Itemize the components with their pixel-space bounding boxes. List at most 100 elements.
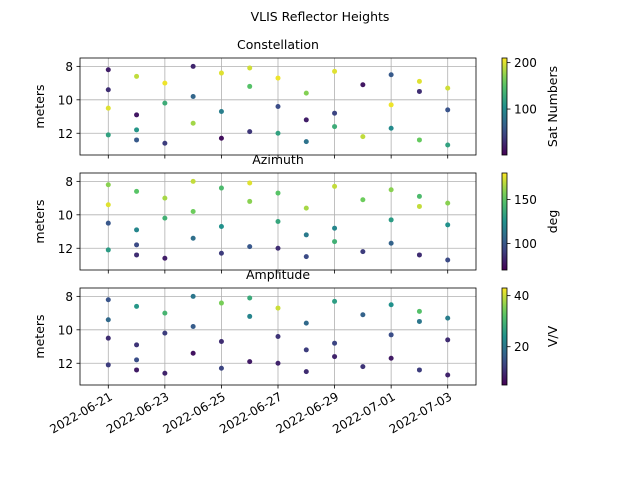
scatter-point	[105, 132, 111, 138]
colorbar-label: Sat Numbers	[545, 66, 560, 147]
scatter-point	[445, 85, 451, 91]
scatter-point	[360, 134, 366, 140]
scatter-point	[105, 105, 111, 111]
scatter-point	[247, 359, 253, 365]
scatter-point	[190, 293, 196, 299]
y-tick-label: 8	[65, 175, 73, 189]
scatter-point	[134, 112, 140, 118]
scatter-point	[332, 68, 338, 74]
scatter-point	[416, 78, 422, 84]
colorbar-frame	[501, 287, 508, 386]
scatter-point	[445, 222, 451, 228]
scatter-point	[303, 232, 309, 238]
shared-x-axis: 2022-06-212022-06-232022-06-252022-06-27…	[47, 389, 454, 436]
subplot-panels: 8 10 12 Constellation meters 100 200 Sat Number…	[32, 37, 560, 389]
scatter-point	[190, 350, 196, 356]
scatter-point	[190, 93, 196, 99]
scatter-point	[247, 295, 253, 301]
scatter-point	[445, 142, 451, 148]
subplot-1: 8 10 12 Constellation meters 100 200 Sat Number…	[32, 37, 560, 159]
scatter-point	[162, 215, 168, 221]
colorbar-frame	[501, 172, 508, 271]
scatter-point	[105, 317, 111, 323]
scatter-point	[303, 90, 309, 96]
scatter-point	[275, 190, 281, 196]
scatter-point	[275, 245, 281, 251]
grid-lines	[80, 288, 476, 385]
scatter-point	[134, 227, 140, 233]
scatter-point	[218, 135, 224, 141]
scatter-point	[134, 367, 140, 373]
scatter-point	[134, 252, 140, 258]
scatter-point	[218, 70, 224, 76]
scatter-point	[162, 255, 168, 261]
scatter-point	[105, 297, 111, 303]
subplot-2: 8 10 12 Azimuth meters 100 150 deg	[32, 152, 560, 274]
y-tick-label: 8	[65, 290, 73, 304]
colorbar-tick-label: 100	[514, 103, 537, 117]
scatter-point	[247, 244, 253, 250]
scatter-point	[388, 355, 394, 361]
scatter-point	[162, 195, 168, 201]
scatter-point	[332, 124, 338, 130]
scatter-point	[388, 332, 394, 338]
scatter-point	[247, 180, 253, 186]
scatter-point	[162, 100, 168, 106]
scatter-point	[445, 257, 451, 263]
y-tick-label: 10	[58, 208, 73, 222]
scatter-point	[247, 65, 253, 71]
scatter-points	[105, 178, 451, 263]
scatter-point	[303, 254, 309, 260]
scatter-point	[388, 217, 394, 223]
scatter-point	[162, 140, 168, 146]
colorbar-tick-label: 150	[514, 193, 537, 207]
scatter-point	[388, 72, 394, 78]
scatter-point	[445, 372, 451, 378]
scatter-point	[105, 202, 111, 208]
scatter-point	[105, 87, 111, 93]
subplot-title: Amplitude	[246, 267, 310, 282]
colorbar-gradient	[502, 58, 507, 155]
scatter-point	[190, 120, 196, 126]
scatter-point	[105, 220, 111, 226]
scatter-point	[332, 298, 338, 304]
x-tick-label: 2022-06-29	[274, 389, 341, 436]
scatter-point	[275, 75, 281, 81]
scatter-point	[445, 107, 451, 113]
scatter-point	[332, 340, 338, 346]
x-tick-label: 2022-06-23	[104, 389, 171, 436]
y-tick-label: 10	[58, 93, 73, 107]
scatter-point	[247, 129, 253, 135]
scatter-point	[416, 252, 422, 258]
y-axis-label: meters	[32, 314, 47, 358]
scatter-point	[388, 240, 394, 246]
scatter-point	[360, 312, 366, 318]
colorbar-label: V/V	[545, 325, 560, 347]
scatter-point	[105, 247, 111, 253]
scatter-point	[190, 323, 196, 329]
scatter-point	[218, 300, 224, 306]
scatter-point	[134, 303, 140, 309]
scatter-point	[105, 362, 111, 368]
x-tick-label: 2022-06-21	[47, 389, 114, 436]
scatter-point	[360, 364, 366, 370]
colorbar-frame	[501, 57, 508, 156]
subplot-3: 8 10 12 Amplitude meters 20 40 V/V	[32, 267, 560, 389]
scatter-point	[416, 318, 422, 324]
y-tick-label: 12	[58, 127, 73, 141]
scatter-point	[416, 193, 422, 199]
scatter-point	[275, 305, 281, 311]
scatter-point	[134, 127, 140, 133]
y-tick-label: 12	[58, 242, 73, 256]
scatter-point	[134, 137, 140, 143]
scatter-point	[134, 188, 140, 194]
colorbar-tick-label: 40	[514, 289, 529, 303]
scatter-point	[275, 360, 281, 366]
scatter-point	[303, 139, 309, 145]
scatter-point	[190, 63, 196, 69]
scatter-point	[134, 357, 140, 363]
scatter-point	[218, 250, 224, 256]
x-tick-label: 2022-07-03	[387, 389, 454, 436]
scatter-point	[218, 224, 224, 230]
